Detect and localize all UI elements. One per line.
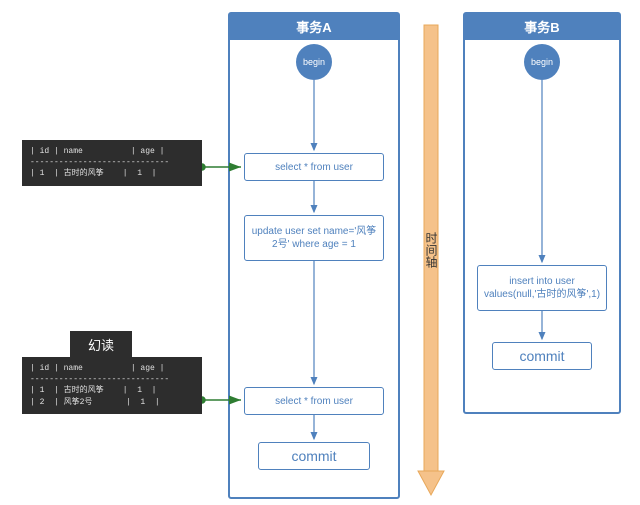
- tx-a-step-select2: select * from user: [244, 387, 384, 415]
- tx-b-begin: begin: [524, 44, 560, 80]
- tx-a-header: 事务A: [230, 14, 398, 40]
- tx-b-header: 事务B: [465, 14, 619, 40]
- tx-a-step-update: update user set name='风筝2号' where age = …: [244, 215, 384, 261]
- timeline-label: 时间轴: [423, 232, 440, 268]
- tx-a-step-select1: select * from user: [244, 153, 384, 181]
- tx-b-commit: commit: [492, 342, 592, 370]
- phantom-read-title: 幻读: [70, 331, 132, 358]
- result-table-2: | id | name | age | --------------------…: [22, 357, 202, 414]
- tx-a-begin: begin: [296, 44, 332, 80]
- tx-a-commit: commit: [258, 442, 370, 470]
- tx-b-step-insert: insert into user values(null,'古时的风筝',1): [477, 265, 607, 311]
- result-table-1: | id | name | age | --------------------…: [22, 140, 202, 186]
